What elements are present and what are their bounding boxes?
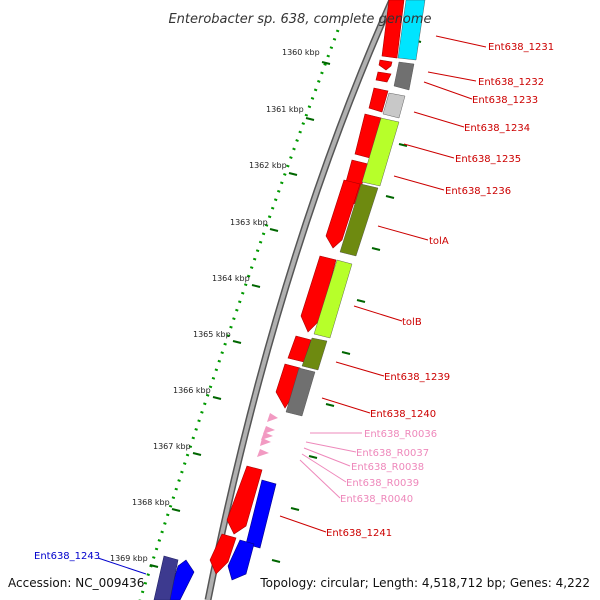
cog-block-cyan [397, 0, 426, 61]
gene-label[interactable]: Ent638_1239 [384, 372, 450, 383]
gene-label[interactable]: Ent638_1241 [326, 528, 392, 539]
scale-tick: 1366 kbp [173, 386, 222, 400]
gene-feature-ent638-1241b[interactable] [209, 533, 237, 575]
cog-block-lime-2 [313, 259, 353, 339]
reverse-cds-track [167, 479, 277, 600]
gene-feature-ent638-1233[interactable] [375, 71, 392, 83]
cog-block-olive-2 [301, 337, 328, 371]
tick-label: 1368 kbp [132, 498, 170, 507]
gene-label[interactable]: Ent638_R0038 [351, 462, 424, 473]
scale-tick: 1361 kbp [266, 105, 315, 121]
gene-feature-ent638-1232[interactable] [378, 59, 393, 71]
gene-label[interactable]: Ent638_1235 [455, 154, 521, 165]
gene-feature-ent638-1231[interactable] [381, 0, 405, 59]
gene-labels: Ent638_1231 Ent638_1232 Ent638_1233 Ent6… [34, 42, 554, 562]
genome-summary-text: Topology: circular; Length: 4,518,712 bp… [259, 576, 590, 590]
gene-label[interactable]: Ent638_R0039 [346, 478, 419, 489]
scale-tick: 1368 kbp [132, 498, 181, 512]
gene-label[interactable]: Ent638_1243 [34, 551, 100, 562]
gene-label[interactable]: Ent638_R0040 [340, 494, 413, 505]
tick-label: 1369 kbp [110, 554, 148, 563]
cog-block-gray-2 [285, 367, 316, 417]
gene-feature-tola[interactable] [325, 179, 361, 249]
tick-label: 1363 kbp [230, 218, 268, 227]
scale-tick: 1360 kbp [282, 48, 331, 65]
gene-label[interactable]: Ent638_1233 [472, 95, 538, 106]
tick-label: 1366 kbp [173, 386, 211, 395]
tick-label: 1367 kbp [153, 442, 191, 451]
gene-label[interactable]: Ent638_R0037 [356, 448, 429, 459]
tick-label: 1365 kbp [193, 330, 231, 339]
gene-label[interactable]: Ent638_1240 [370, 409, 436, 420]
forward-cds-track [209, 0, 405, 575]
tick-label: 1362 kbp [249, 161, 287, 170]
gene-feature-reverse-1[interactable] [245, 479, 277, 549]
cog-block-lightgray [382, 92, 406, 119]
scale-tick: 1365 kbp [193, 330, 242, 344]
trna-feature-r0038[interactable] [261, 432, 273, 440]
gene-feature-ent638-1243[interactable] [153, 555, 179, 600]
gene-label[interactable]: Ent638_1232 [478, 77, 544, 88]
gene-feature-tolb[interactable] [300, 255, 337, 333]
cog-block-gray [393, 61, 415, 91]
genome-backbone-highlight [206, 0, 394, 600]
scale-tick: 1364 kbp [212, 274, 261, 288]
accession-text: Accession: NC_009436 [8, 576, 144, 590]
tick-ring [138, 29, 340, 600]
gene-feature-ent638-1241[interactable] [226, 465, 263, 535]
cog-block-olive-1 [339, 183, 379, 257]
gene-label[interactable]: Ent638_1231 [488, 42, 554, 53]
inner-ticks [271, 39, 422, 563]
gene-label[interactable]: tolA [429, 236, 449, 247]
trna-feature-r0037[interactable] [263, 426, 275, 434]
gene-feature-reverse-2[interactable] [227, 539, 255, 581]
tick-label: 1364 kbp [212, 274, 250, 283]
scale-tick: 1363 kbp [230, 218, 279, 232]
scale-tick: 1362 kbp [249, 161, 298, 176]
trna-feature-r0039[interactable] [260, 438, 271, 446]
gene-label[interactable]: Ent638_1236 [445, 186, 511, 197]
scale-ticks: 1360 kbp 1361 kbp 1362 kbp 1363 kbp 1364… [110, 48, 331, 568]
tick-label: 1361 kbp [266, 105, 304, 114]
trna-feature-r0036[interactable] [267, 413, 278, 422]
scale-tick: 1369 kbp [110, 554, 159, 568]
gene-label[interactable]: Ent638_1234 [464, 123, 530, 134]
cog-block-lime-1 [361, 117, 400, 187]
gene-label[interactable]: Ent638_R0036 [364, 429, 437, 440]
label-leaders [97, 35, 487, 575]
gene-feature-ent638-1234[interactable] [368, 87, 389, 113]
tick-label: 1360 kbp [282, 48, 320, 57]
gene-label[interactable]: tolB [402, 317, 422, 328]
map-title: Enterobacter sp. 638, complete genome [168, 12, 431, 27]
trna-track [257, 413, 278, 457]
cog-track [285, 0, 426, 417]
scale-tick: 1367 kbp [153, 442, 202, 456]
trna-feature-r0040[interactable] [257, 449, 269, 457]
